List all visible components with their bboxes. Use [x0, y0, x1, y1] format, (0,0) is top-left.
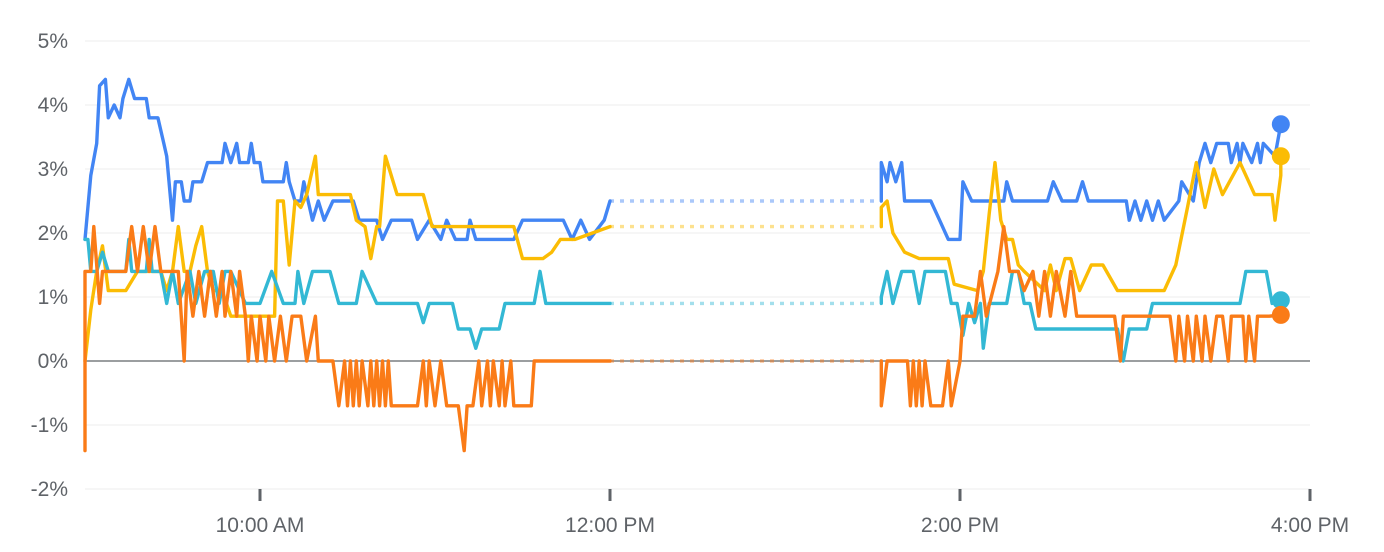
x-tick-label-1: 12:00 PM [565, 514, 655, 537]
x-tick-label-3: 4:00 PM [1271, 514, 1349, 537]
x-tick-label-0: 10:00 AM [216, 514, 305, 537]
series-end-marker-2[interactable] [1271, 291, 1290, 310]
series-line-3-morning [83, 224, 612, 453]
y-tick-label-7: -2% [31, 478, 68, 501]
series-line-2-morning [83, 237, 612, 350]
y-tick-label-0: 5% [38, 30, 68, 53]
series-line-3-afternoon [879, 224, 1283, 408]
series-line-0-afternoon [879, 122, 1283, 242]
y-tick-label-5: 0% [38, 350, 68, 373]
x-axis: 10:00 AM 12:00 PM 2:00 PM 4:00 PM [216, 489, 1349, 537]
series-end-marker-1[interactable] [1271, 147, 1290, 166]
y-axis: 5% 4% 3% 2% 1% 0% -1% -2% [31, 30, 68, 501]
series-line-2-afternoon [879, 269, 1283, 363]
series-line-1-morning [83, 154, 612, 363]
y-tick-label-1: 4% [38, 94, 68, 117]
y-tick-label-3: 2% [38, 222, 68, 245]
grid [85, 40, 1310, 490]
y-tick-label-4: 1% [38, 286, 68, 309]
y-tick-label-6: -1% [31, 414, 68, 437]
series-lines [83, 77, 1283, 453]
series-line-0-morning [83, 77, 612, 242]
series-end-markers [1271, 115, 1290, 324]
y-tick-label-2: 3% [38, 158, 68, 181]
series-end-marker-3[interactable] [1271, 305, 1290, 324]
x-tick-label-2: 2:00 PM [921, 514, 999, 537]
series-end-marker-0[interactable] [1271, 115, 1290, 134]
series-line-1-afternoon [879, 154, 1283, 293]
